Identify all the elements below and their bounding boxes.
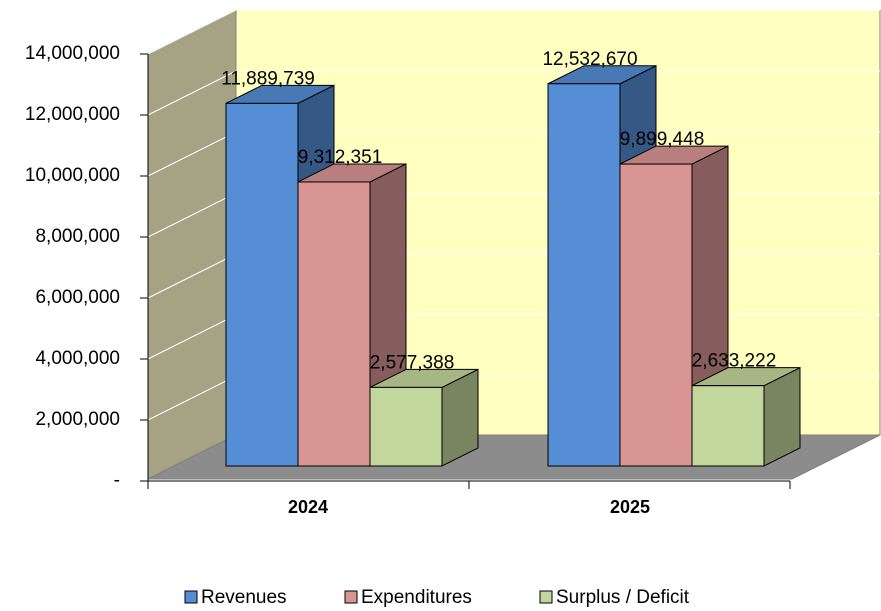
bar xyxy=(297,181,371,467)
bar xyxy=(225,102,299,467)
data-label: 9,899,448 xyxy=(620,129,705,150)
data-label: 2,577,388 xyxy=(370,352,455,373)
bars xyxy=(225,64,801,467)
data-label: 11,889,739 xyxy=(221,68,315,89)
y-tick-label: 6,000,000 xyxy=(35,287,120,308)
legend-label: Revenues xyxy=(201,587,287,608)
bar xyxy=(619,163,693,467)
legend-swatch xyxy=(539,590,553,604)
x-tick-label: 2025 xyxy=(610,497,650,517)
legend-label: Surplus / Deficit xyxy=(556,587,690,608)
bar xyxy=(369,386,443,467)
bar xyxy=(547,83,621,467)
y-tick-label: 12,000,000 xyxy=(25,104,120,125)
grid-line xyxy=(147,9,880,55)
legend-swatch xyxy=(184,590,198,604)
y-tick-label: 10,000,000 xyxy=(25,165,120,186)
bar xyxy=(691,385,765,467)
legend-swatch xyxy=(344,590,358,604)
x-tick-label: 2024 xyxy=(288,497,328,517)
grid-line xyxy=(147,70,880,116)
data-label: 12,532,670 xyxy=(542,49,637,70)
y-tick-label: 4,000,000 xyxy=(35,348,120,369)
y-tick-label: 8,000,000 xyxy=(35,226,120,247)
y-tick-label: 2,000,000 xyxy=(35,409,120,430)
legend-label: Expenditures xyxy=(361,587,472,608)
data-label: 9,312,351 xyxy=(298,147,383,168)
y-tick-label: - xyxy=(114,470,120,491)
data-label: 2,633,222 xyxy=(692,351,777,372)
y-tick-label: 14,000,000 xyxy=(25,43,120,64)
legend: Revenues Expenditures Surplus / Deficit xyxy=(184,587,690,608)
